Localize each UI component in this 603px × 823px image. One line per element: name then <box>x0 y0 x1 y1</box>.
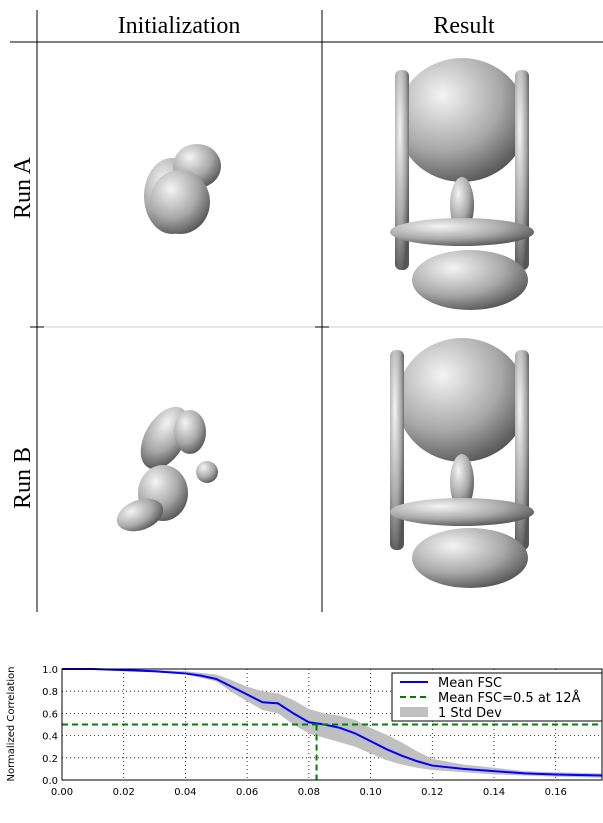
render-init-a <box>144 144 221 234</box>
x-tick-label: 0.06 <box>236 787 258 798</box>
structure <box>390 218 534 246</box>
legend-label: Mean FSC=0.5 at 12Å <box>438 690 581 706</box>
structure <box>515 70 529 270</box>
blob <box>174 410 206 454</box>
panel-grid <box>10 10 603 612</box>
x-tick-label: 0.04 <box>174 787 196 798</box>
x-tick-label: 0.10 <box>359 787 381 798</box>
structure <box>397 338 527 462</box>
blob <box>116 498 164 532</box>
y-tick-label: 0.6 <box>42 709 58 720</box>
structure <box>395 70 409 270</box>
std-band <box>62 669 602 778</box>
render-result-b <box>390 338 534 588</box>
render-result-a <box>390 58 534 310</box>
series-line <box>62 668 603 777</box>
blob <box>150 170 210 234</box>
blob <box>196 461 218 483</box>
series-line <box>62 723 602 780</box>
x-tick-label: 0.00 <box>51 787 73 798</box>
fsc-chart: 0.0 0.2 0.4 0.6 0.8 1.0 0.00 0.02 0.04 0.06 0.08 0.… <box>42 665 603 798</box>
row-header: Run B <box>10 447 36 509</box>
render-init-b <box>116 406 218 532</box>
y-tick-label: 0.4 <box>42 732 58 743</box>
y-tick-label: 0.0 <box>42 776 58 787</box>
y-axis-label: Normalized Correlation <box>6 666 17 781</box>
structure <box>450 454 474 510</box>
legend-swatch <box>400 707 428 717</box>
y-tick-label: 0.2 <box>42 754 58 765</box>
plot-frame <box>61 668 603 781</box>
y-tick-label: 1.0 <box>42 665 58 676</box>
column-header: Initialization <box>118 13 241 39</box>
structure <box>515 350 529 550</box>
legend-label: Mean FSC <box>438 676 502 691</box>
structure <box>412 250 528 310</box>
structure <box>390 350 404 550</box>
x-tick-label: 0.08 <box>298 787 320 798</box>
structure <box>397 58 527 182</box>
legend-label: 1 Std Dev <box>438 706 502 721</box>
x-tick-label: 0.14 <box>483 787 505 798</box>
x-tick-label: 0.12 <box>421 787 443 798</box>
y-tick-label: 0.8 <box>42 687 58 698</box>
structure <box>412 528 528 588</box>
structure <box>390 498 534 526</box>
row-header: Run A <box>10 156 36 219</box>
x-tick-label: 0.16 <box>545 787 567 798</box>
x-tick-label: 0.02 <box>113 787 135 798</box>
column-header: Result <box>433 13 495 39</box>
